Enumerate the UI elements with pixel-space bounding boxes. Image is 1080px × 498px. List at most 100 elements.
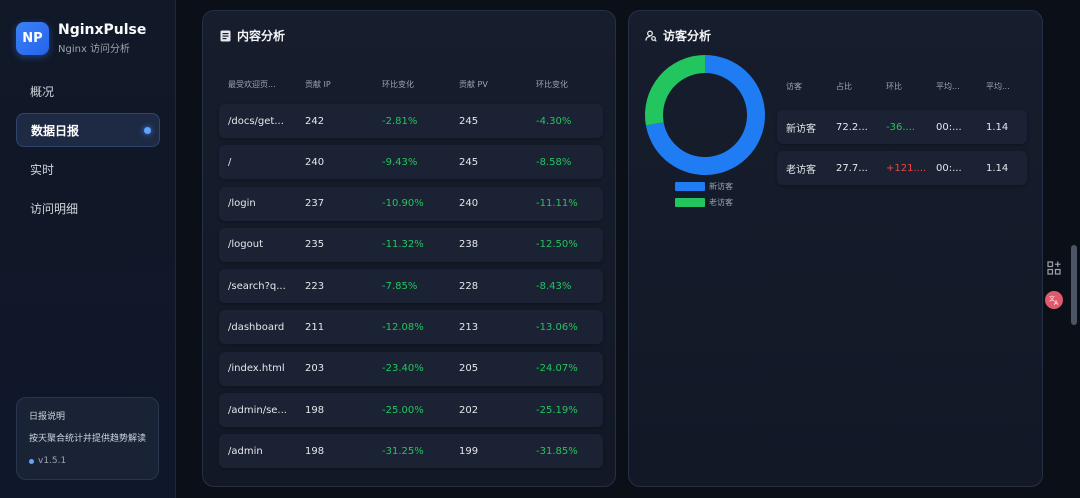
- ip-change-cell: -2.81%: [382, 115, 418, 127]
- column-header-change[interactable]: 环比: [886, 82, 902, 91]
- version-label: v1.5.1: [29, 456, 146, 466]
- content-analysis-panel: 内容分析 最受欢迎页... 贡献 IP 环比变化 贡献 PV 环比变化 /doc…: [202, 10, 616, 487]
- avg-cell: 1.14: [986, 162, 1009, 174]
- pv-change-cell: -24.07%: [536, 363, 578, 375]
- table-row[interactable]: /logout 235 -11.32% 238 -12.50%: [219, 227, 603, 262]
- page-cell: /logout: [228, 239, 263, 251]
- ip-change-cell: -31.25%: [382, 445, 424, 457]
- ip-cell: 242: [305, 115, 325, 127]
- version-text: v1.5.1: [38, 456, 67, 466]
- page-cell: /: [228, 156, 232, 168]
- column-header-pv[interactable]: 贡献 PV: [459, 80, 488, 89]
- column-header-avg-1[interactable]: 平均...: [936, 82, 960, 91]
- info-description: 按天聚合统计并提供趋势解读: [29, 434, 147, 444]
- change-cell: -36....: [886, 121, 916, 133]
- ip-cell: 211: [305, 321, 325, 333]
- legend-item-new[interactable]: 新访客: [675, 181, 733, 192]
- nav-item-access-details[interactable]: 访问明细: [16, 191, 160, 225]
- avg-cell: 1.14: [986, 121, 1009, 133]
- ip-cell: 203: [305, 363, 325, 375]
- table-row[interactable]: /dashboard 211 -12.08% 213 -13.06%: [219, 310, 603, 345]
- column-header-ip-change[interactable]: 环比变化: [382, 80, 414, 89]
- brand-title: NginxPulse: [58, 22, 147, 38]
- nav-item-overview[interactable]: 概况: [16, 74, 160, 108]
- report-info-card: 日报说明 按天聚合统计并提供趋势解读 v1.5.1: [16, 397, 159, 480]
- column-header-visitor[interactable]: 访客: [786, 82, 802, 91]
- change-cell: +121....: [886, 162, 927, 174]
- column-header-share[interactable]: 占比: [836, 82, 852, 91]
- ip-cell: 240: [305, 156, 325, 168]
- page-cell: /docs/get...: [228, 115, 284, 127]
- visitor-type-cell: 新访客: [786, 123, 816, 135]
- brand-subtitle: Nginx 访问分析: [58, 44, 131, 55]
- ip-change-cell: -25.00%: [382, 404, 424, 416]
- content-table-body: /docs/get... 242 -2.81% 245 -4.30% / 240 -9.43%…: [219, 104, 603, 476]
- pv-change-cell: -25.19%: [536, 404, 578, 416]
- ip-change-cell: -12.08%: [382, 321, 424, 333]
- table-row[interactable]: 新访客 72.2... -36.... 00:... 1.14: [777, 110, 1027, 144]
- visitor-analysis-header: 访客分析: [645, 27, 711, 44]
- table-row[interactable]: /admin 198 -31.25% 199 -31.85%: [219, 434, 603, 469]
- visitor-table-body: 新访客 72.2... -36.... 00:... 1.14 老访客 27.7... +12…: [777, 110, 1027, 192]
- content-table-header: 最受欢迎页... 贡献 IP 环比变化 贡献 PV 环比变化: [219, 79, 603, 90]
- legend-swatch: [675, 182, 705, 191]
- page-cell: /admin/se...: [228, 404, 287, 416]
- svg-text:A: A: [1054, 300, 1059, 306]
- table-row[interactable]: /docs/get... 242 -2.81% 245 -4.30%: [219, 104, 603, 138]
- pv-change-cell: -8.58%: [536, 156, 572, 168]
- table-row[interactable]: 老访客 27.7... +121.... 00:... 1.14: [777, 151, 1027, 185]
- nav-item-daily-report[interactable]: 数据日报: [16, 113, 160, 147]
- pv-cell: 240: [459, 198, 479, 210]
- column-header-pv-change[interactable]: 环比变化: [536, 80, 568, 89]
- pv-cell: 228: [459, 280, 479, 292]
- nav-item-label: 数据日报: [31, 123, 80, 138]
- sidebar: NP NginxPulse Nginx 访问分析 概况 数据日报 实时 访问明细…: [0, 0, 176, 498]
- ip-change-cell: -10.90%: [382, 198, 424, 210]
- page-cell: /search?q...: [228, 280, 286, 292]
- apps-add-icon[interactable]: [1045, 259, 1063, 277]
- ip-change-cell: -9.43%: [382, 156, 418, 168]
- visitor-type-cell: 老访客: [786, 164, 816, 176]
- legend-item-returning[interactable]: 老访客: [675, 197, 733, 208]
- nav-item-label: 实时: [30, 162, 55, 177]
- content-analysis-header: 内容分析: [219, 27, 285, 44]
- nav-item-label: 访问明细: [30, 201, 79, 216]
- pv-cell: 205: [459, 363, 479, 375]
- page-scrollbar[interactable]: [1071, 245, 1077, 325]
- donut-slice-returning-visitors[interactable]: [645, 55, 705, 126]
- pv-cell: 245: [459, 156, 479, 168]
- column-header-page[interactable]: 最受欢迎页...: [228, 80, 276, 89]
- logo: NP: [16, 22, 49, 55]
- table-row[interactable]: /index.html 203 -23.40% 205 -24.07%: [219, 351, 603, 386]
- nav-item-realtime[interactable]: 实时: [16, 152, 160, 186]
- share-cell: 72.2...: [836, 121, 868, 133]
- table-row[interactable]: /login 237 -10.90% 240 -11.11%: [219, 186, 603, 221]
- visitor-table-header: 访客 占比 环比 平均... 平均...: [777, 81, 1027, 92]
- pv-change-cell: -13.06%: [536, 321, 578, 333]
- legend-swatch: [675, 198, 705, 207]
- version-dot: [29, 458, 34, 464]
- page-cell: /index.html: [228, 363, 285, 375]
- pv-cell: 202: [459, 404, 479, 416]
- avg-cell: 00:...: [936, 121, 962, 133]
- table-row[interactable]: /admin/se... 198 -25.00% 202 -25.19%: [219, 393, 603, 428]
- brand[interactable]: NP NginxPulse Nginx 访问分析: [16, 22, 146, 55]
- ip-cell: 223: [305, 280, 325, 292]
- table-row[interactable]: /search?q... 223 -7.85% 228 -8.43%: [219, 269, 603, 304]
- pv-cell: 238: [459, 239, 479, 251]
- ip-cell: 198: [305, 445, 325, 457]
- column-header-ip[interactable]: 贡献 IP: [305, 80, 331, 89]
- pv-cell: 199: [459, 445, 479, 457]
- pv-change-cell: -8.43%: [536, 280, 572, 292]
- column-header-avg-2[interactable]: 平均...: [986, 82, 1010, 91]
- info-title: 日报说明: [29, 412, 66, 422]
- pv-change-cell: -4.30%: [536, 115, 572, 127]
- table-row[interactable]: / 240 -9.43% 245 -8.58%: [219, 145, 603, 180]
- ip-cell: 235: [305, 239, 325, 251]
- page-cell: /admin: [228, 445, 263, 457]
- active-indicator: [144, 127, 151, 134]
- panel-title: 内容分析: [237, 29, 286, 43]
- pv-change-cell: -12.50%: [536, 239, 578, 251]
- donut-slice-new-visitors[interactable]: [645, 55, 765, 175]
